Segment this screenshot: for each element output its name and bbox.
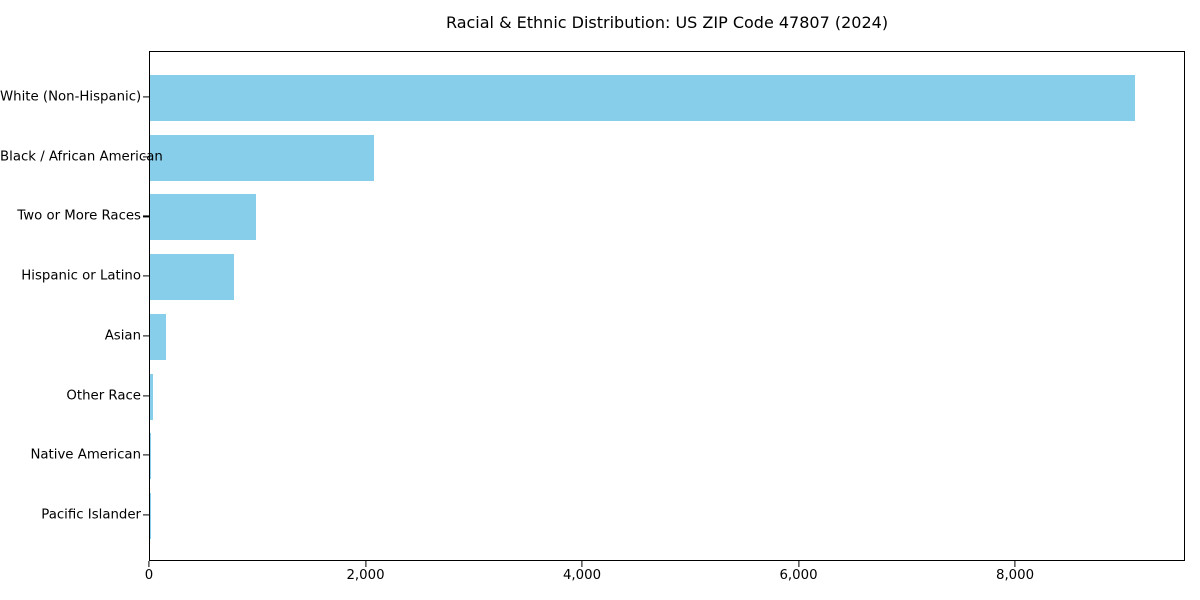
y-tick-mark	[143, 275, 149, 277]
y-tick-label: Native American	[30, 447, 141, 463]
bar-hispanic-or-latino	[150, 254, 234, 301]
bar-asian	[150, 313, 167, 360]
y-tick-label: White (Non-Hispanic)	[0, 89, 142, 105]
x-tick-label: 2,000	[346, 568, 385, 583]
x-tick-label: 4,000	[562, 568, 602, 583]
y-tick-label: Pacific Islander	[41, 507, 141, 523]
bar-white-non-hispanic	[150, 75, 1135, 121]
x-tick-label: 0	[144, 568, 154, 583]
bar-native-american	[150, 433, 151, 480]
y-tick-mark	[143, 156, 149, 158]
bar-black-african-american	[150, 134, 374, 181]
x-tick-mark	[797, 561, 800, 567]
chart-title: Racial & Ethnic Distribution: US ZIP Cod…	[445, 13, 889, 32]
y-tick-mark	[143, 215, 149, 218]
y-tick-label: Other Race	[66, 388, 141, 404]
y-tick-label: Hispanic or Latino	[21, 268, 141, 284]
y-tick-mark	[143, 96, 149, 98]
x-tick-mark	[581, 561, 583, 567]
bar-other-race	[150, 373, 154, 420]
x-tick-label: 6,000	[779, 568, 818, 583]
x-tick-mark	[148, 561, 150, 567]
y-tick-mark	[143, 514, 149, 516]
y-tick-label: Asian	[104, 328, 141, 344]
x-tick-label: 8,000	[995, 568, 1035, 583]
y-tick-mark	[143, 454, 149, 456]
bar-two-or-more-races	[150, 194, 256, 241]
x-tick-mark	[364, 561, 367, 567]
y-tick-mark	[143, 394, 149, 397]
y-tick-mark	[143, 335, 149, 337]
x-tick-mark	[1014, 561, 1016, 567]
y-tick-label: Two or More Races	[17, 208, 141, 224]
y-tick-label: Black / African American	[0, 149, 163, 165]
plot-area	[149, 51, 1185, 561]
